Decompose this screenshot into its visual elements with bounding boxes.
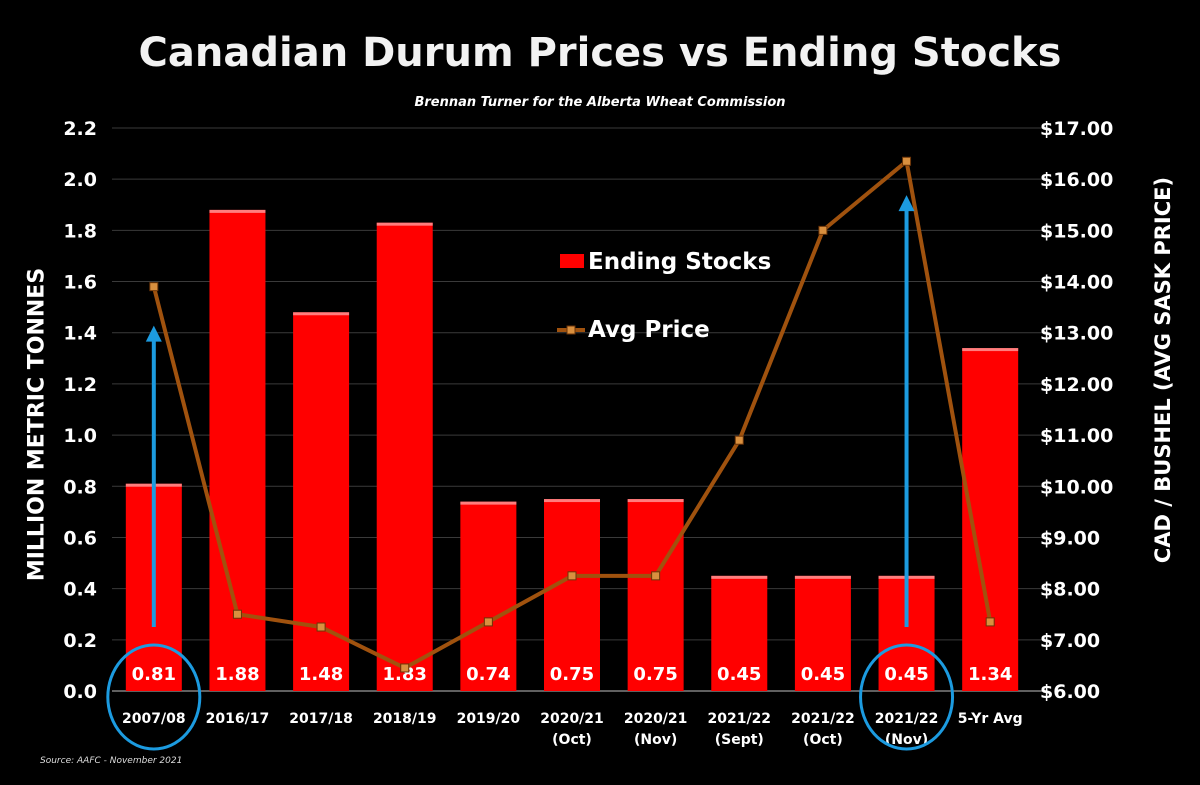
y2-tick-label: $17.00 <box>1040 118 1113 140</box>
y2-tick-label: $6.00 <box>1040 681 1100 703</box>
y-tick-label: 1.8 <box>63 220 97 242</box>
y-tick-label: 1.6 <box>63 272 97 294</box>
price-marker <box>902 156 912 166</box>
price-marker <box>985 617 995 627</box>
highlight-ellipse <box>859 643 955 751</box>
x-tick-label: 2021/22 <box>875 711 939 727</box>
bar-highlight <box>544 499 600 503</box>
x-tick-label: 2016/17 <box>206 711 270 727</box>
bar <box>544 499 600 691</box>
y-tick-label: 0.0 <box>63 681 97 703</box>
chart-title: Canadian Durum Prices vs Ending Stocks <box>138 30 1062 76</box>
legend-swatch-ending-stocks <box>560 254 584 268</box>
x-tick-label: (Oct) <box>552 732 592 748</box>
x-tick-label: 2019/20 <box>457 711 521 727</box>
bar-data-label: 0.75 <box>550 664 594 685</box>
y2-tick-label: $15.00 <box>1040 220 1113 242</box>
y2-tick-label: $13.00 <box>1040 323 1113 345</box>
legend-marker-avg-price <box>566 325 576 335</box>
bar-data-label: 1.88 <box>215 664 259 685</box>
price-marker <box>400 663 410 673</box>
y-tick-label: 1.0 <box>63 425 97 447</box>
bar-data-label: 1.34 <box>968 664 1012 685</box>
x-tick-label: (Nov) <box>634 732 677 748</box>
bar <box>627 499 684 691</box>
bar-data-label: 0.81 <box>132 664 176 685</box>
legend-label-ending-stocks: Ending Stocks <box>588 249 771 275</box>
highlight-arrowhead <box>145 325 162 342</box>
bar-highlight <box>209 209 266 213</box>
price-marker <box>567 571 577 581</box>
bar-data-label: 1.83 <box>383 664 427 685</box>
x-tick-label: (Nov) <box>885 732 928 748</box>
bar-highlight <box>962 348 1019 352</box>
x-tick-label: 2018/19 <box>373 711 437 727</box>
y-tick-label: 0.2 <box>63 630 97 652</box>
bar-data-label: 0.45 <box>884 664 928 685</box>
bar-highlight <box>627 499 684 503</box>
y-tick-label: 2.2 <box>63 118 97 140</box>
x-tick-label: 2020/21 <box>624 711 688 727</box>
bar-highlight <box>460 501 517 505</box>
y2-tick-label: $14.00 <box>1040 272 1113 294</box>
y2-tick-label: $16.00 <box>1040 169 1113 191</box>
y2-tick-label: $10.00 <box>1040 476 1113 498</box>
bar <box>376 222 433 691</box>
y2-tick-label: $11.00 <box>1040 425 1113 447</box>
bar <box>460 501 517 691</box>
y-tick-label: 2.0 <box>63 169 97 191</box>
x-tick-label: 2021/22 <box>707 711 771 727</box>
price-marker <box>149 282 159 292</box>
x-tick-label: 5-Yr Avg <box>958 711 1023 727</box>
bar <box>794 575 851 691</box>
y-tick-label: 0.4 <box>63 579 97 601</box>
x-tick-label: (Oct) <box>803 732 843 748</box>
price-marker <box>734 435 744 445</box>
bar-data-label: 0.45 <box>801 664 845 685</box>
y2-tick-label: $9.00 <box>1040 527 1100 549</box>
y2-tick-label: $12.00 <box>1040 374 1113 396</box>
y-tick-label: 1.4 <box>63 323 97 345</box>
x-tick-label: 2007/08 <box>122 711 186 727</box>
x-tick-label: 2017/18 <box>289 711 353 727</box>
y-tick-label: 0.6 <box>63 527 97 549</box>
source-note: Source: AAFC - November 2021 <box>40 756 183 766</box>
x-tick-label: 2020/21 <box>540 711 604 727</box>
bar-data-label: 0.74 <box>466 664 510 685</box>
y-tick-label: 1.2 <box>63 374 97 396</box>
y-tick-label: 0.8 <box>63 476 97 498</box>
x-tick-label: (Sept) <box>715 732 764 748</box>
bar <box>293 312 350 691</box>
y2-tick-label: $7.00 <box>1040 630 1100 652</box>
bar-highlight <box>711 575 768 579</box>
bar-highlight <box>794 575 851 579</box>
price-marker <box>483 617 493 627</box>
price-marker <box>232 609 242 619</box>
bar-data-label: 1.48 <box>299 664 343 685</box>
bar-highlight <box>293 312 350 316</box>
x-tick-label: 2021/22 <box>791 711 855 727</box>
y2-tick-label: $8.00 <box>1040 579 1100 601</box>
price-marker <box>818 225 828 235</box>
legend-label-avg-price: Avg Price <box>588 317 710 343</box>
bar <box>711 575 768 691</box>
price-marker <box>651 571 661 581</box>
highlight-ellipse <box>106 643 202 751</box>
bar-data-label: 0.45 <box>717 664 761 685</box>
price-marker <box>316 622 326 632</box>
bar-data-label: 0.75 <box>633 664 677 685</box>
bar-highlight <box>376 222 433 226</box>
highlight-arrowhead <box>898 195 915 212</box>
chart-subtitle: Brennan Turner for the Alberta Wheat Com… <box>414 95 786 110</box>
